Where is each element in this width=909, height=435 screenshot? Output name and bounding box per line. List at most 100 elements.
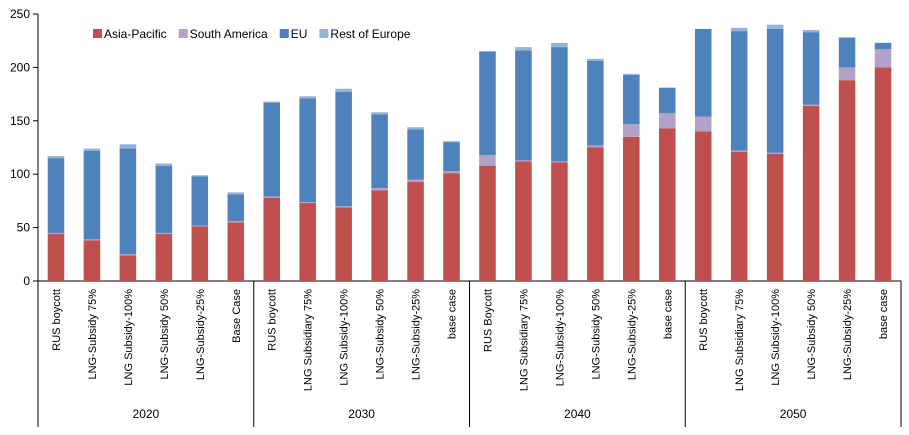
- bar-segment-asia-pacific: [407, 181, 424, 281]
- x-category-label: RUS Boycott: [482, 289, 494, 352]
- y-tick-label: 50: [17, 221, 31, 235]
- bar-segment-south-america: [299, 201, 316, 204]
- x-category-label: LNG-Subsidy 75%: [87, 289, 99, 380]
- bar-segment-south-america: [191, 225, 209, 227]
- bar-segment-south-america: [659, 113, 676, 129]
- x-group-label: 2020: [133, 407, 160, 421]
- legend-swatch: [178, 29, 188, 38]
- bar-segment-rest-of-europe: [47, 156, 65, 159]
- bar-segment-eu: [155, 165, 173, 233]
- x-category-label: LNG Subsidiary 75%: [518, 289, 530, 391]
- bar-segment-eu: [191, 176, 209, 226]
- x-category-label: LNG Subsidiary 75%: [734, 289, 746, 391]
- x-category-label: LNG-Subsidy-25%: [842, 289, 854, 380]
- bar-segment-rest-of-europe: [263, 101, 280, 103]
- bar-segment-eu: [694, 28, 712, 117]
- x-category-label: LNG-Subsidy 50%: [590, 289, 602, 380]
- x-category-label: LNG-Subsidy 50%: [806, 289, 818, 380]
- bar-segment-rest-of-europe: [335, 88, 352, 92]
- bar-segment-asia-pacific: [371, 190, 388, 281]
- y-tick-label: 100: [10, 167, 30, 181]
- x-group-label: 2040: [564, 407, 591, 421]
- bar-segment-eu: [83, 150, 101, 240]
- x-category-label: Base Case: [231, 289, 243, 343]
- bar-segment-asia-pacific: [551, 162, 568, 281]
- bar-segment-asia-pacific: [623, 136, 640, 281]
- bar-segment-rest-of-europe: [83, 148, 101, 151]
- bar-segment-south-america: [730, 150, 748, 152]
- bar-segment-asia-pacific: [730, 151, 748, 281]
- bar-segment-asia-pacific: [659, 128, 676, 281]
- bar-segment-rest-of-europe: [191, 175, 209, 177]
- bar-segment-eu: [227, 194, 245, 222]
- bar-segment-south-america: [47, 232, 65, 235]
- bar-segment-asia-pacific: [191, 226, 209, 281]
- bar-segment-eu: [874, 42, 892, 50]
- bar-segment-eu: [47, 158, 65, 233]
- bar-segment-eu: [838, 37, 856, 68]
- legend: Asia-Pacific South America EU Rest of Europ…: [93, 27, 411, 41]
- bar-segment-eu: [407, 129, 424, 180]
- bar-segment-south-america: [766, 152, 784, 154]
- bar-segment-eu: [515, 50, 532, 161]
- bar-segment-asia-pacific: [47, 234, 65, 281]
- bar-segment-south-america: [371, 188, 388, 191]
- bar-segment-south-america: [407, 179, 424, 182]
- bar-segment-asia-pacific: [263, 197, 280, 281]
- bar-segment-asia-pacific: [119, 255, 137, 281]
- x-category-label: base case: [447, 289, 459, 339]
- bar-segment-eu: [263, 102, 280, 197]
- bar-segment-rest-of-europe: [623, 73, 640, 75]
- y-tick-label: 0: [23, 274, 30, 288]
- x-group-label: 2050: [780, 407, 807, 421]
- legend-label: Rest of Europe: [330, 27, 410, 41]
- x-category-label: LNG-Subsidy 50%: [375, 289, 387, 380]
- legend-swatch: [279, 29, 289, 38]
- bar-segment-rest-of-europe: [802, 30, 820, 33]
- bar-segment-south-america: [443, 171, 460, 174]
- bar-segment-eu: [479, 51, 496, 155]
- bar-segment-south-america: [838, 67, 856, 81]
- bar-segment-eu: [299, 98, 316, 202]
- legend-label: EU: [291, 27, 308, 41]
- bar-segment-south-america: [874, 49, 892, 68]
- bar-segment-asia-pacific: [299, 203, 316, 281]
- bar-segment-south-america: [227, 221, 245, 223]
- legend-swatch: [93, 29, 102, 38]
- x-category-label: LNG-Subsidy-25%: [411, 289, 423, 380]
- legend-label: South America: [190, 27, 268, 41]
- bar-segment-rest-of-europe: [119, 144, 137, 149]
- bar-segment-asia-pacific: [766, 153, 784, 281]
- x-category-label: LNG Subsidy-100%: [770, 289, 782, 386]
- bar-segment-asia-pacific: [587, 147, 604, 281]
- x-category-label: LNG-Subsidy-100%: [554, 289, 566, 386]
- bar-segment-rest-of-europe: [155, 163, 173, 166]
- bar-segment-eu: [551, 47, 568, 162]
- bar-segment-south-america: [263, 196, 280, 198]
- bar-segment-eu: [623, 74, 640, 125]
- bar-segment-south-america: [83, 239, 101, 241]
- x-category-label: LNG-Subsidy-25%: [195, 289, 207, 380]
- bar-segment-eu: [730, 31, 748, 151]
- x-category-label: LNG Subsidy-100%: [339, 289, 351, 386]
- bar-segment-south-america: [802, 104, 820, 106]
- bar-segment-rest-of-europe: [515, 47, 532, 51]
- bar-segment-asia-pacific: [335, 207, 352, 281]
- bar-segment-rest-of-europe: [730, 27, 748, 32]
- bar-segment-asia-pacific: [155, 234, 173, 281]
- bar-segment-rest-of-europe: [443, 141, 460, 143]
- bar-segment-asia-pacific: [515, 161, 532, 281]
- y-tick-label: 250: [10, 7, 30, 21]
- bar-segment-south-america: [155, 232, 173, 235]
- legend-label: Asia-Pacific: [104, 27, 167, 41]
- bar-segment-rest-of-europe: [299, 96, 316, 99]
- bar-segment-asia-pacific: [874, 67, 892, 282]
- bar-segment-rest-of-europe: [766, 24, 784, 29]
- bar-segment-south-america: [515, 160, 532, 162]
- x-category-label: RUS boycott: [51, 289, 63, 351]
- x-category-label: RUS boycott: [698, 289, 710, 351]
- x-category-label: base case: [878, 289, 890, 339]
- legend-swatch: [319, 29, 329, 38]
